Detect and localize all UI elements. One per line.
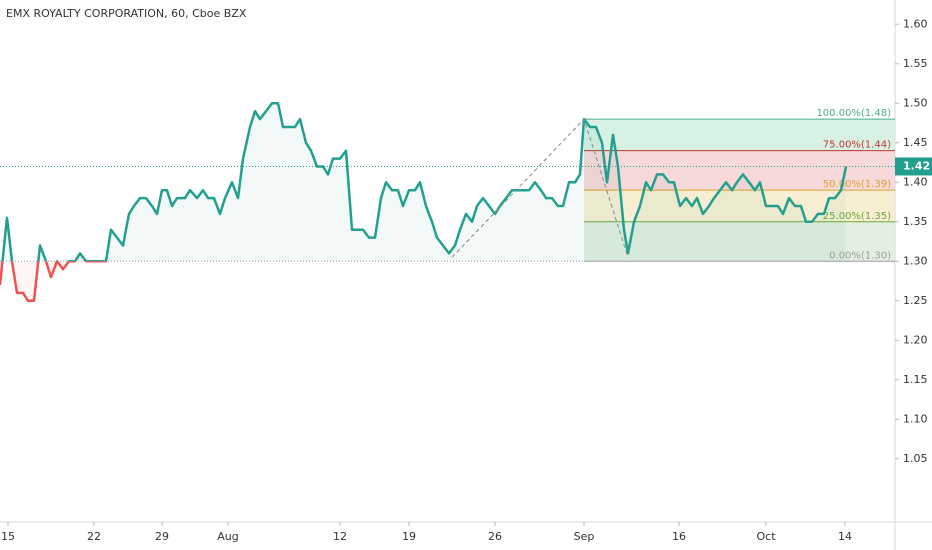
last-price-box [895, 157, 932, 176]
fib-label: 75.00%(1.44) [823, 140, 891, 151]
y-tick-label: 1.60 [903, 17, 928, 30]
y-tick-label: 1.05 [903, 452, 928, 465]
trend-line [451, 118, 629, 258]
x-tick-label: 14 [838, 530, 852, 543]
y-tick-label: 1.20 [903, 333, 928, 346]
fib-label: 50.00%(1.39) [823, 179, 891, 190]
x-tick-label: 22 [87, 530, 101, 543]
y-tick-label: 1.45 [903, 136, 928, 149]
y-tick-label: 1.30 [903, 254, 928, 267]
y-tick-label: 1.10 [903, 412, 928, 425]
line-up [1, 102, 848, 262]
x-tick-label: 15 [1, 530, 15, 543]
x-tick-label: 19 [402, 530, 416, 543]
x-tick-label: 26 [488, 530, 502, 543]
fib-label: 25.00%(1.35) [823, 211, 891, 222]
x-tick-label: Oct [756, 530, 776, 543]
y-tick-label: 1.25 [903, 294, 928, 307]
x-tick-label: 16 [672, 530, 686, 543]
fib-label: 100.00%(1.48) [816, 108, 891, 119]
y-tick-label: 1.40 [903, 175, 928, 188]
fib-band [584, 221, 895, 262]
y-tick-label: 1.15 [903, 373, 928, 386]
y-tick-label: 1.35 [903, 215, 928, 228]
y-tick-label: 1.55 [903, 57, 928, 70]
last-price-label: 1.42 [903, 159, 930, 172]
x-tick-label: Aug [217, 530, 238, 543]
y-tick-label: 1.50 [903, 96, 928, 109]
x-tick-label: Sep [574, 530, 595, 543]
fib-band [584, 119, 895, 151]
x-tick-label: 12 [333, 530, 347, 543]
x-tick-label: 29 [155, 530, 169, 543]
chart-title: EMX ROYALTY CORPORATION, 60, Cboe BZX [6, 7, 247, 20]
fib-label: 0.00%(1.30) [829, 250, 891, 261]
